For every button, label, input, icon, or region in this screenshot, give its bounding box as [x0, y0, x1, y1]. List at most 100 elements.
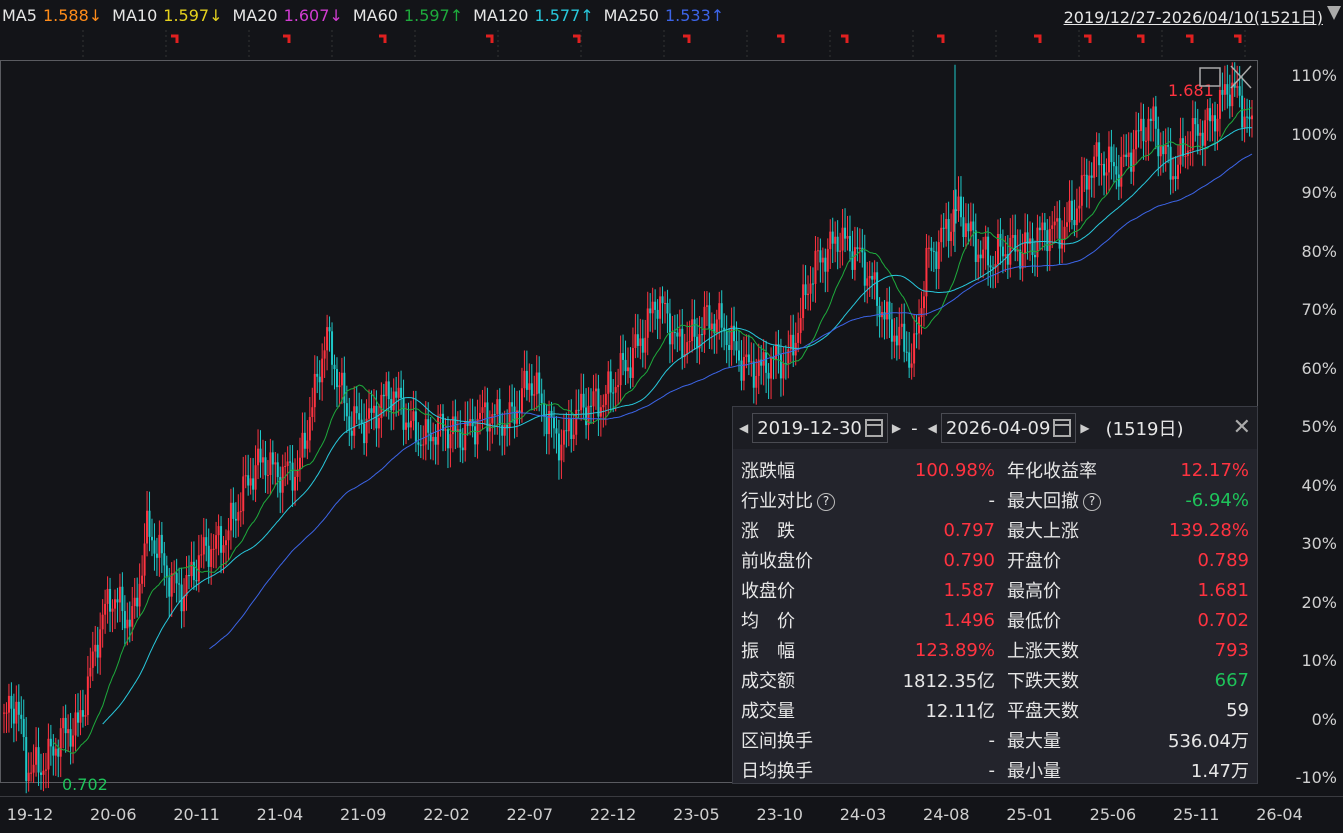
candle-body — [1083, 174, 1086, 176]
candle-body — [708, 305, 711, 330]
start-date-field[interactable]: 2019-12-30 — [752, 413, 888, 443]
next-start-date-button[interactable]: ▶ — [891, 421, 902, 435]
stat-label: 下跌天数 — [1007, 671, 1079, 692]
candle-body — [1127, 152, 1130, 158]
candle-body — [1026, 232, 1029, 244]
candle-body — [30, 772, 33, 774]
stat-value: 123.89% — [914, 639, 995, 661]
dropdown-arrow-icon[interactable] — [1327, 6, 1341, 20]
candle-body — [163, 553, 166, 566]
candle-body — [723, 327, 726, 332]
candle-body — [5, 712, 8, 714]
stat-label: 最小量 — [1007, 761, 1061, 782]
start-date: 2019-12-30 — [757, 417, 862, 439]
candle-body — [210, 549, 213, 567]
candle-body — [691, 319, 694, 342]
candle-body — [1152, 106, 1155, 122]
candle-body — [1236, 86, 1239, 88]
candle-body — [1063, 226, 1066, 240]
candle-body — [634, 334, 637, 349]
candle-body — [1189, 149, 1192, 151]
candle-body — [839, 250, 842, 252]
y-tick-label: 40% — [1301, 475, 1337, 495]
candle-body — [192, 561, 195, 581]
candle-body — [1075, 208, 1078, 226]
stat-label: 均 价 — [741, 611, 795, 632]
candle-body — [994, 264, 997, 269]
candle-body — [693, 319, 696, 337]
candle-body — [1174, 176, 1177, 180]
candle-body — [668, 313, 671, 345]
candle-body — [1246, 116, 1249, 118]
candle-body — [239, 511, 242, 513]
event-marker-icon — [171, 34, 179, 43]
calendar-icon[interactable] — [1053, 419, 1072, 437]
candle-body — [1221, 89, 1224, 95]
candle-body — [666, 303, 669, 314]
candle-body — [424, 419, 427, 445]
next-end-date-button[interactable]: ▶ — [1080, 421, 1090, 435]
prev-start-date-button[interactable]: ◀ — [739, 421, 749, 435]
candle-body — [461, 447, 464, 451]
calendar-icon[interactable] — [864, 419, 883, 437]
candle-body — [205, 537, 208, 546]
candle-body — [905, 351, 908, 353]
date-range-selector[interactable]: 2019/12/27-2026/04/10(1521日) — [1063, 8, 1323, 27]
candle-body — [1167, 144, 1170, 147]
ma-label: MA60 — [352, 5, 398, 25]
candle-body — [553, 417, 556, 429]
candle-body — [757, 359, 760, 376]
candle-body — [358, 413, 361, 420]
candle-body — [178, 583, 181, 585]
max-price-label: 1.681 — [1168, 81, 1214, 100]
candle-body — [644, 337, 647, 353]
candle-body — [289, 461, 292, 463]
interval-stats-panel: ◀ 2019-12-30 ▶ - ◀ 2026-04-09 ▶ (1519日) … — [732, 406, 1258, 784]
candle-body — [969, 221, 972, 232]
stat-value: 100.98% — [914, 459, 995, 481]
prev-end-date-button[interactable]: ◀ — [927, 421, 937, 435]
candle-body — [298, 457, 301, 470]
candle-body — [883, 312, 886, 320]
candle-body — [730, 325, 733, 350]
candle-body — [264, 457, 267, 476]
candle-body — [247, 475, 250, 486]
candle-body — [873, 272, 876, 280]
x-tick-label: 19-12 — [6, 805, 54, 824]
candle-body — [1053, 221, 1056, 226]
candle-body — [1251, 115, 1253, 120]
candle-body — [419, 444, 422, 446]
close-icon[interactable]: ✕ — [1232, 415, 1251, 440]
candle-body — [286, 461, 289, 466]
stat-label: 最低价 — [1007, 611, 1061, 632]
candle-body — [631, 348, 634, 378]
candle-body — [523, 370, 526, 389]
candle-body — [89, 667, 92, 677]
candle-body — [1056, 218, 1059, 222]
candle-body — [360, 419, 363, 424]
help-icon[interactable]: ? — [1083, 493, 1101, 511]
candle-body — [466, 421, 469, 426]
candle-body — [1233, 82, 1236, 88]
candlestick-chart[interactable]: 1.681 0.702 — [0, 30, 1343, 796]
candle-body — [1206, 108, 1209, 121]
candle-body — [787, 349, 790, 364]
x-tick-label: 24-08 — [923, 805, 970, 824]
candle-body — [932, 250, 935, 252]
stat-label: 最大上涨 — [1007, 521, 1079, 542]
stat-label: 开盘价 — [1007, 551, 1061, 572]
candle-body — [1142, 118, 1145, 142]
help-icon[interactable]: ? — [817, 493, 835, 511]
stat-label: 涨跌幅 — [741, 461, 795, 482]
stat-label: 日均换手 — [741, 761, 813, 782]
ma-label: MA10 — [112, 5, 158, 25]
candle-body — [789, 334, 792, 350]
candle-body — [1011, 234, 1014, 238]
candle-body — [629, 367, 632, 378]
candle-body — [207, 545, 210, 567]
candle-body — [947, 219, 950, 241]
ma-value: 1.597↓ — [163, 5, 223, 25]
candle-body — [614, 387, 617, 393]
end-date-field[interactable]: 2026-04-09 — [940, 413, 1077, 443]
stat-row: 前收盘价 0.790 开盘价 0.789 — [741, 545, 1249, 575]
